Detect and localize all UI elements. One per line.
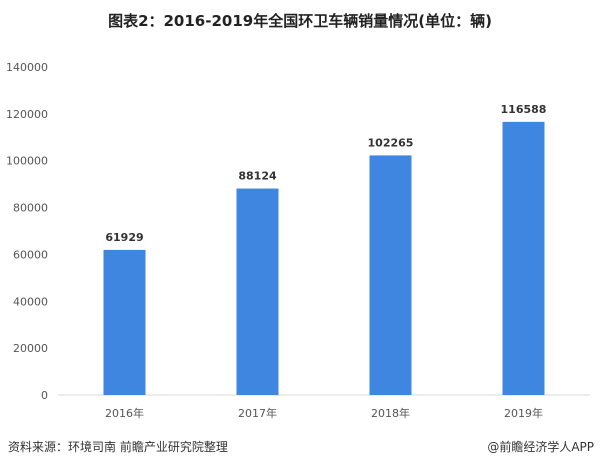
x-tick-label: 2017年 bbox=[238, 406, 277, 420]
y-tick-label: 140000 bbox=[6, 61, 48, 74]
bar bbox=[236, 188, 279, 395]
credit-note: @前瞻经济学人APP bbox=[487, 440, 594, 454]
x-tick-label: 2016年 bbox=[105, 406, 144, 420]
source-note: 资料来源：环境司南 前瞻产业研究院整理 bbox=[8, 440, 228, 454]
data-label: 88124 bbox=[238, 170, 277, 183]
data-label: 116588 bbox=[501, 103, 547, 116]
y-tick-label: 60000 bbox=[13, 248, 48, 261]
x-tick-label: 2019年 bbox=[504, 406, 543, 420]
y-tick-label: 0 bbox=[41, 389, 48, 402]
data-label: 102265 bbox=[368, 136, 414, 149]
x-tick-label: 2018年 bbox=[371, 406, 410, 420]
y-tick-label: 100000 bbox=[6, 155, 48, 168]
y-tick-label: 120000 bbox=[6, 108, 48, 121]
data-label: 61929 bbox=[105, 231, 143, 244]
bar bbox=[502, 121, 545, 395]
y-tick-label: 80000 bbox=[13, 202, 48, 215]
bar bbox=[369, 155, 412, 395]
y-tick-label: 20000 bbox=[13, 342, 48, 355]
y-tick-label: 40000 bbox=[13, 295, 48, 308]
bar bbox=[103, 249, 146, 395]
chart-title: 图表2：2016-2019年全国环卫车辆销量情况(单位：辆) bbox=[108, 12, 492, 30]
